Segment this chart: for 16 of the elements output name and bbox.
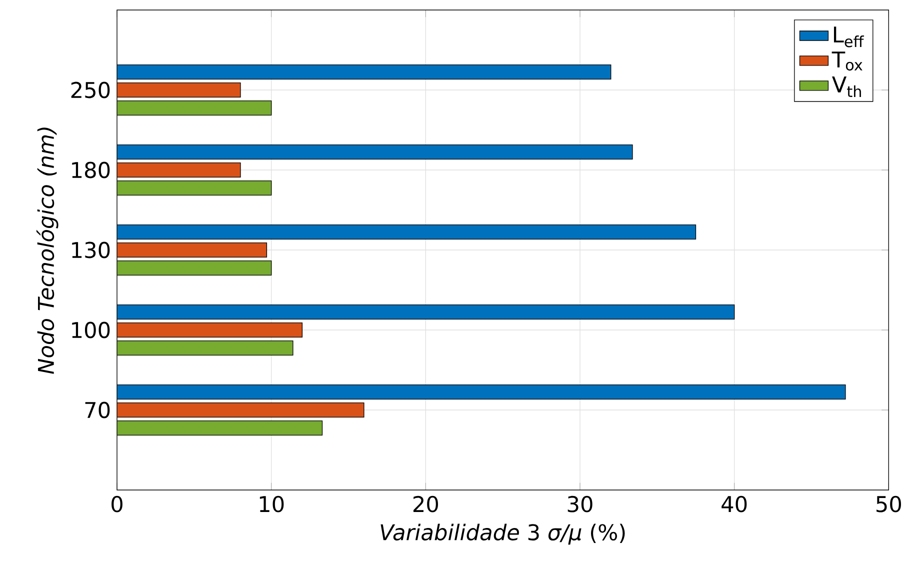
y-tick-label: 100 [72, 322, 110, 338]
x-tick-label: 50 [876, 496, 901, 512]
x-tick-label: 30 [568, 496, 592, 512]
y-axis-title: Nodo Tecnológico (nm) [36, 128, 58, 374]
x-axis-title: Variabilidade 3 σ/μ (%) [380, 524, 625, 545]
x-tick-label: 10 [260, 496, 284, 512]
y-tick-label: 130 [72, 242, 110, 258]
legend-label: V$_{th}$ [832, 76, 861, 97]
legend-label: T$_{ox}$ [832, 52, 862, 71]
x-tick-label: 20 [413, 496, 438, 512]
y-tick-label: 70 [85, 402, 110, 418]
x-tick-label: 0 [112, 496, 122, 512]
y-tick-label: 250 [71, 82, 110, 98]
legend-label: L$_{eff}$ [834, 26, 864, 48]
x-tick-label: 40 [722, 496, 747, 512]
y-tick-label: 180 [72, 162, 110, 178]
